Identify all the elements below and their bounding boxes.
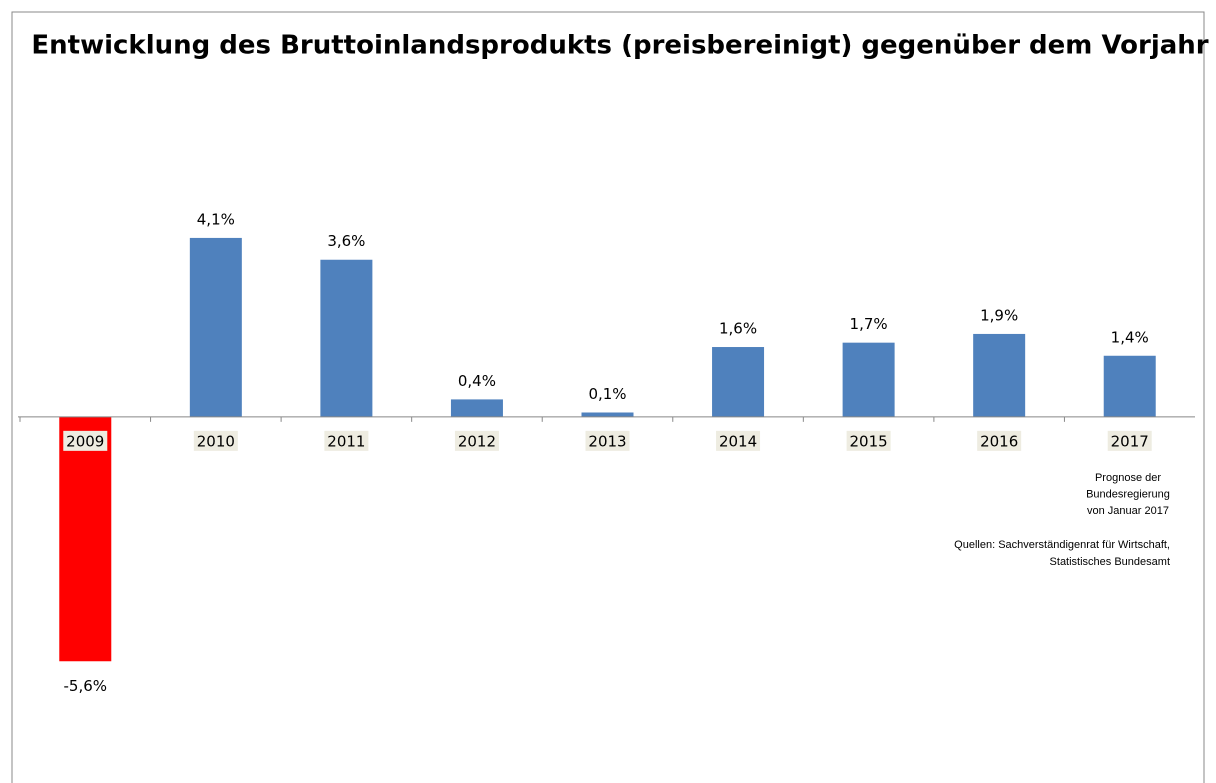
- annotation: Bundesregierung: [1086, 488, 1170, 500]
- category-label-bg: [324, 430, 369, 451]
- bar: [1103, 355, 1156, 417]
- x-tick-label: 2016: [980, 432, 1018, 450]
- x-tick-label: 2009: [66, 432, 104, 450]
- category-label-bg: [716, 430, 761, 451]
- value-label: 1,7%: [850, 315, 888, 333]
- bar: [712, 347, 765, 417]
- annotation: Prognose der: [1095, 472, 1161, 484]
- category-label-bg: [193, 430, 238, 451]
- x-tick-label: 2013: [588, 432, 626, 450]
- value-label: 4,1%: [197, 210, 235, 228]
- bar: [189, 237, 242, 417]
- value-label: 0,1%: [588, 385, 626, 403]
- bar: [450, 399, 503, 417]
- category-label-bg: [977, 430, 1022, 451]
- bar: [320, 259, 373, 417]
- x-tick-label: 2017: [1111, 432, 1149, 450]
- annotation: Statistisches Bundesamt: [1050, 556, 1170, 568]
- bar: [59, 416, 112, 662]
- category-label-bg: [63, 430, 108, 451]
- annotation: von Januar 2017: [1087, 505, 1169, 517]
- category-label-bg: [1107, 430, 1152, 451]
- value-label: 1,6%: [719, 320, 757, 338]
- bar: [842, 342, 895, 417]
- value-label: 0,4%: [458, 372, 496, 390]
- x-tick-label: 2010: [197, 432, 235, 450]
- category-label-bg: [846, 430, 891, 451]
- x-tick-label: 2014: [719, 432, 757, 450]
- value-label: 3,6%: [327, 232, 365, 250]
- bar: [973, 333, 1026, 417]
- x-tick-label: 2011: [327, 432, 365, 450]
- bar: [581, 412, 634, 417]
- value-label: -5,6%: [64, 677, 108, 695]
- annotation: Quellen: Sachverständigenrat für Wirtsch…: [954, 539, 1170, 551]
- value-label: 1,4%: [1111, 328, 1149, 346]
- x-tick-label: 2015: [850, 432, 888, 450]
- chart-title: Entwicklung des Bruttoinlandsprodukts (p…: [31, 31, 1208, 61]
- category-label-bg: [454, 430, 499, 451]
- value-label: 1,9%: [980, 306, 1018, 324]
- category-label-bg: [585, 430, 630, 451]
- x-tick-label: 2012: [458, 432, 496, 450]
